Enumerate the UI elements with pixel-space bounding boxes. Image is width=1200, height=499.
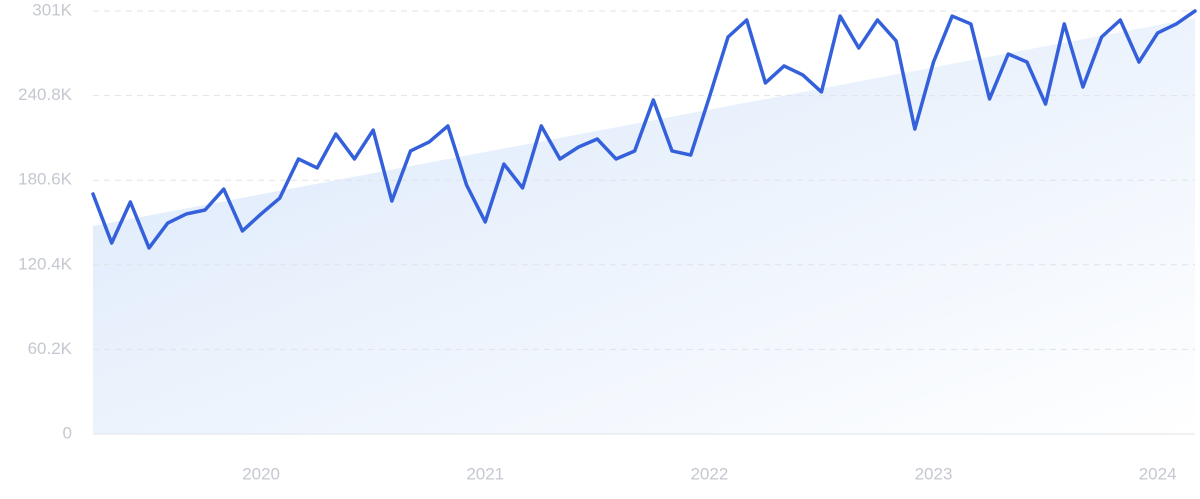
y-tick-label: 240.8K: [18, 85, 73, 104]
x-tick-label: 2022: [690, 464, 728, 483]
y-tick-label: 180.6K: [18, 170, 73, 189]
x-tick-label: 2021: [466, 464, 504, 483]
y-tick-label: 0: [63, 423, 72, 442]
x-tick-label: 2020: [242, 464, 280, 483]
x-tick-label: 2024: [1139, 464, 1177, 483]
line: [91, 9, 1197, 250]
trend-area: [93, 18, 1195, 434]
x-tick-label: 2023: [915, 464, 953, 483]
y-tick-label: 60.2K: [28, 339, 73, 358]
y-tick-label: 120.4K: [18, 254, 73, 273]
y-tick-label: 301K: [32, 0, 72, 19]
